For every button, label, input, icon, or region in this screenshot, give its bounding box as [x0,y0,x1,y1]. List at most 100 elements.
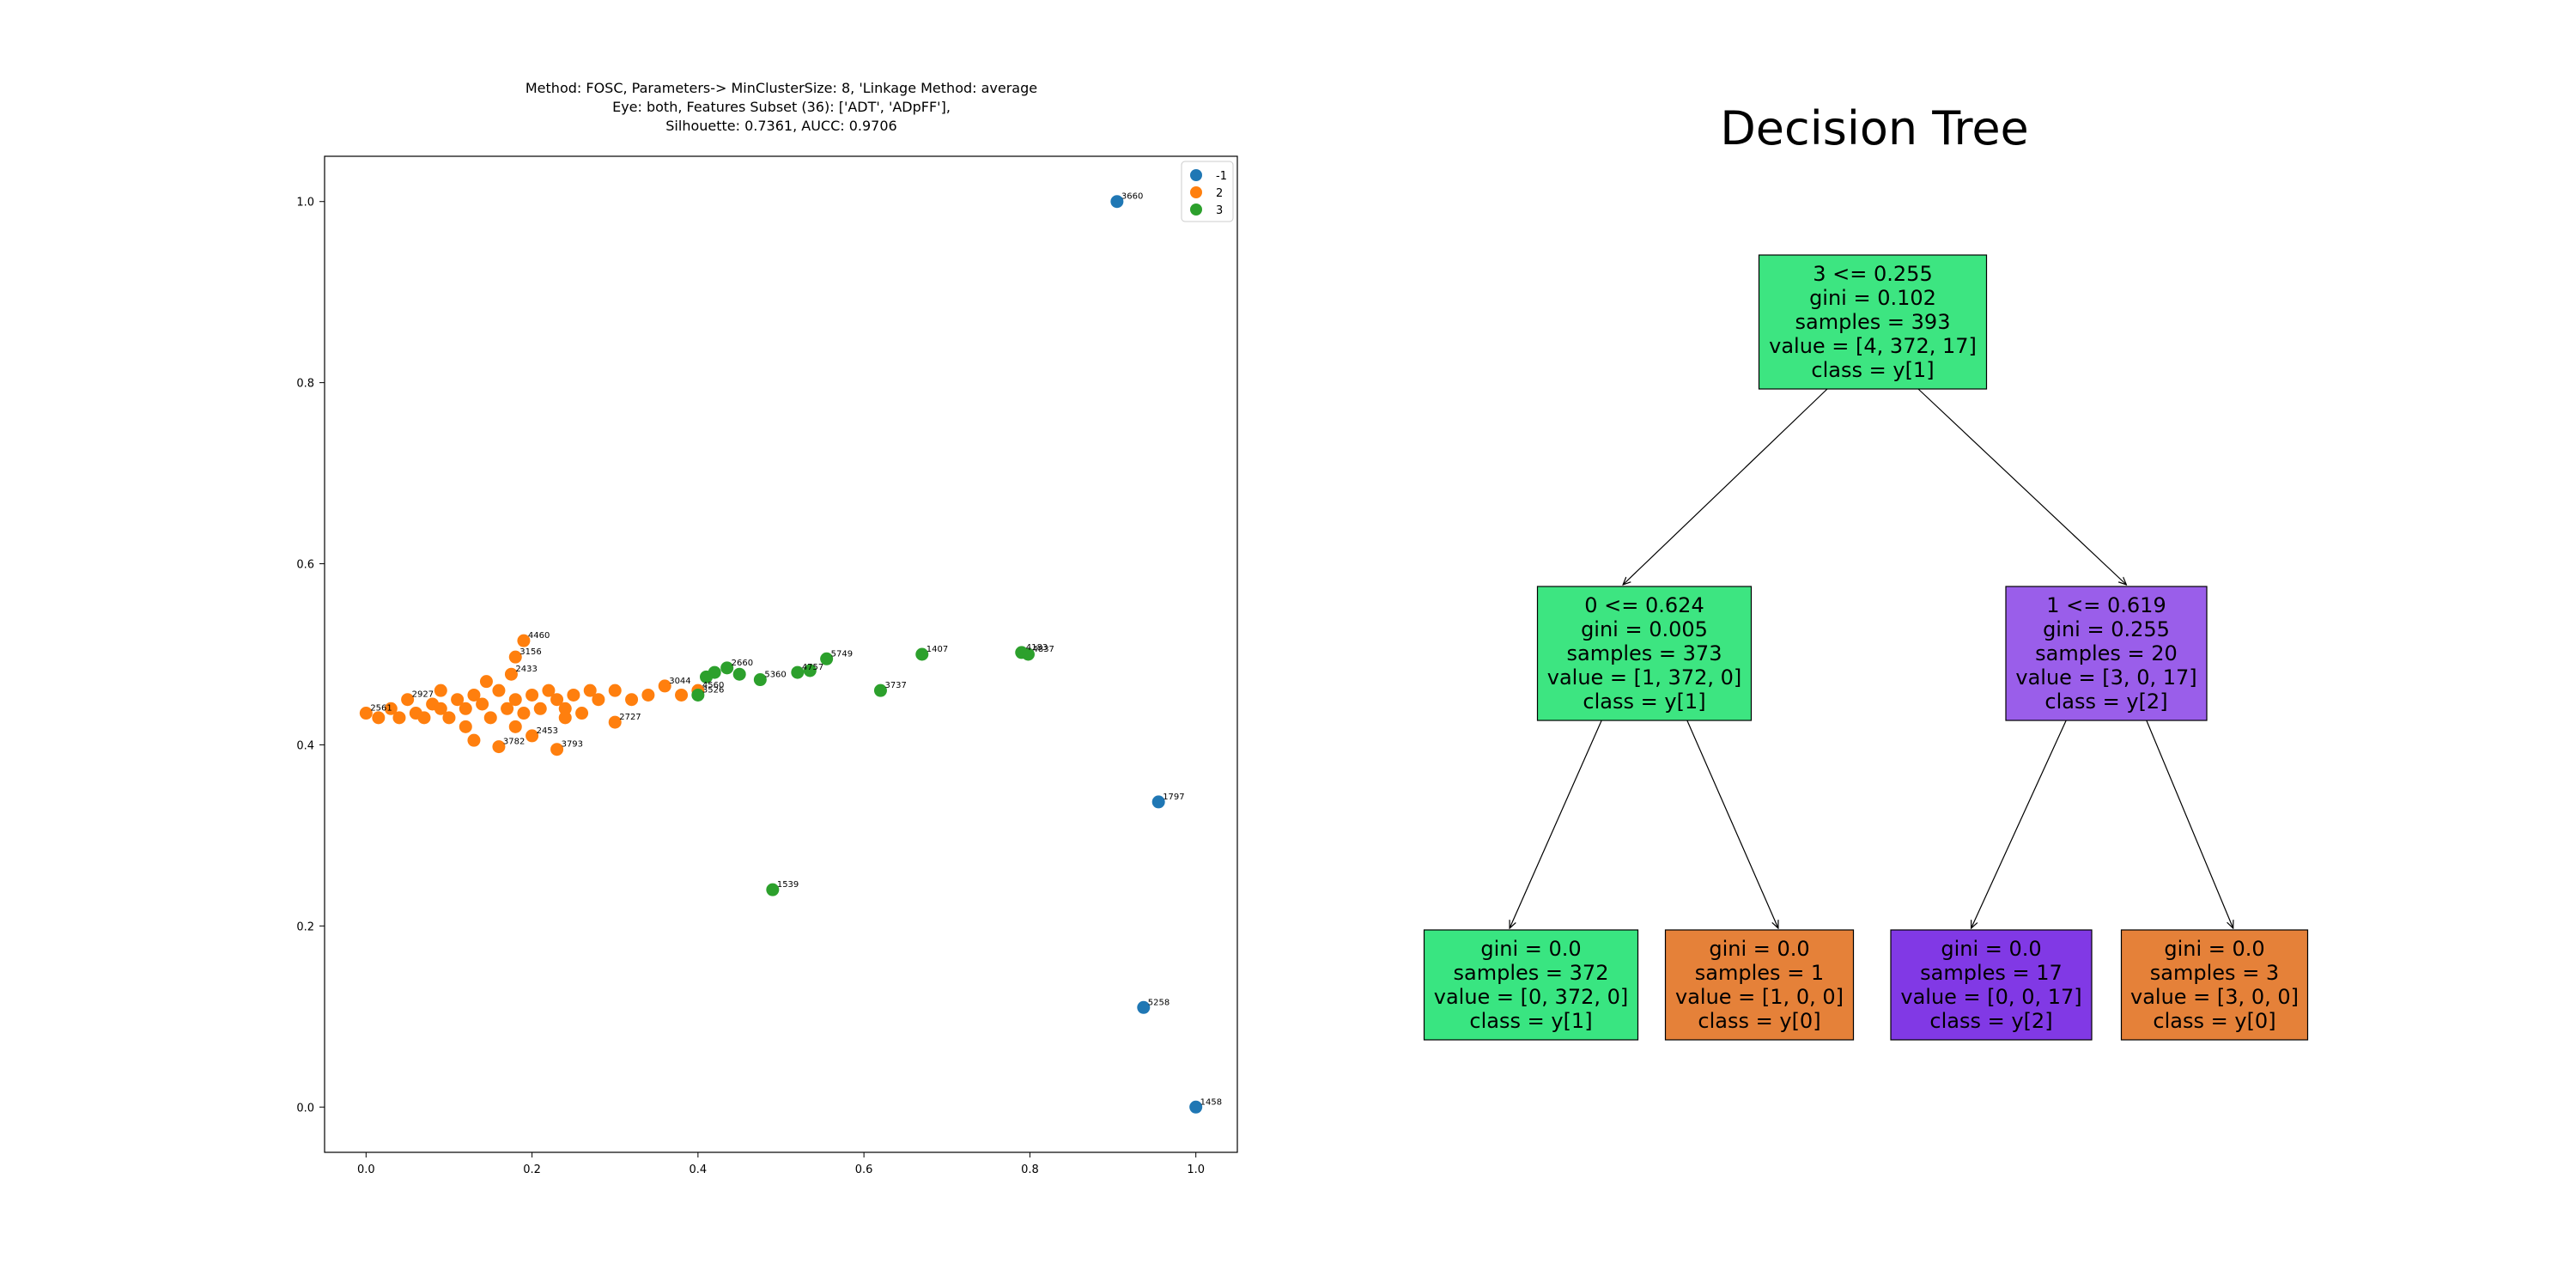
tree-node-box [1758,254,1988,390]
scatter-point-label: 4837 [1032,645,1054,654]
scatter-point-series-2 [501,702,514,715]
y-tick-label: 0.6 [296,559,314,572]
tree-node-line: gini = 0.0 [1941,937,2041,961]
legend-marker-3 [1190,204,1202,216]
scatter-point-series-2 [542,683,556,697]
scatter-panel: Method: FOSC, Parameters-> MinClusterSiz… [296,80,1238,1176]
scatter-point-series-3 [915,647,929,661]
scatter-point-series-3 [766,883,780,896]
tree-node-box [1423,929,1639,1041]
scatter-point-series-2 [372,711,386,725]
scatter-points [359,195,1203,1114]
legend-label: 3 [1216,204,1223,217]
scatter-point-series-2 [526,688,539,702]
tree-node-box [1536,586,1753,721]
scatter-point-series-2 [434,702,447,715]
tree-node-line: gini = 0.0 [2164,937,2264,961]
scatter-point-label: 2727 [619,713,641,722]
scatter-point-label: 1407 [927,645,948,654]
tree-node-line: value = [1, 372, 0] [1547,665,1742,690]
scatter-point-series-2 [467,733,481,747]
tree-node-line: value = [0, 0, 17] [1900,985,2081,1009]
tree-node-box [1890,929,2093,1041]
tree-edge-n2-n6 [2146,720,2233,928]
scatter-point-series-2 [608,715,622,729]
scatter-point-series-3 [720,661,734,675]
scatter-point-label: 4460 [528,631,550,641]
scatter-point-series-2 [675,688,689,702]
tree-node-line: class = y[0] [2153,1009,2275,1033]
tree-edge-n2-n5 [1971,720,2067,928]
tree-node-line: samples = 20 [2035,641,2178,665]
scatter-point-series-2 [567,688,580,702]
scatter-point-series-2 [479,675,493,689]
scatter-point-label: 3793 [562,740,583,750]
scatter-point-label: 1797 [1163,793,1184,802]
scatter-legend: -1 2 3 [1181,161,1234,222]
scatter-point-labels: 4460 3156 2433 3793 2727 3782 2453 2561 2927 3044… [370,192,1222,1108]
tree-node-box [1664,929,1855,1041]
tree-node-line: gini = 0.102 [1809,286,1936,310]
scatter-point-series-2 [476,697,489,711]
scatter-point-label: 5749 [831,649,853,659]
scatter-point-series-2 [492,683,506,697]
tree-node-line: value = [3, 0, 17] [2015,665,2196,690]
tree-node-line: value = [1, 0, 0] [1675,985,1844,1009]
scatter-point-series-3 [691,688,705,702]
scatter-point-series-2 [583,683,597,697]
scatter-point-label: 5258 [1148,998,1170,1007]
scatter-point-label: 4183 [1026,643,1048,653]
tree-node-line: class = y[1] [1811,358,1934,382]
tree-node-line: class = y[2] [1929,1009,2052,1033]
scatter-point-series-2 [459,702,472,715]
scatter-point-series-2 [558,711,572,725]
scatter-point-label: 3526 [702,685,724,695]
y-tick-label: 0.2 [296,920,314,933]
y-tick-label: 1.0 [296,197,314,210]
x-tick-label: 1.0 [1187,1163,1205,1176]
scatter-title-line-1: Method: FOSC, Parameters-> MinClusterSiz… [526,80,1037,96]
tree-node-box [2005,586,2208,721]
scatter-point-series-2 [550,743,564,756]
tree-node-line: class = y[0] [1698,1009,1820,1033]
y-tick-label: 0.4 [296,739,314,752]
scatter-point-series--1 [1137,1000,1151,1014]
scatter-point-series-2 [533,702,547,715]
tree-node-line: gini = 0.255 [2043,617,2170,641]
scatter-point-series-3 [873,683,887,697]
tree-node-line: class = y[1] [1469,1009,1592,1033]
scatter-title-line-3: Silhouette: 0.7361, AUCC: 0.9706 [665,118,896,134]
scatter-point-series-2 [592,693,605,707]
x-tick-label: 0.0 [357,1163,375,1176]
scatter-point-series-2 [575,707,589,720]
scatter-point-series-2 [459,720,472,733]
tree-node-line: samples = 372 [1454,961,1609,985]
scatter-point-series-3 [803,664,817,677]
scatter-point-series-2 [550,693,564,707]
tree-node-line: samples = 1 [1695,961,1824,985]
scatter-point-series-2 [558,702,572,715]
scatter-point-label: 2660 [732,659,753,668]
scatter-point-series-2 [451,693,465,707]
tree-edges [1510,388,2233,928]
scatter-point-series-2 [417,711,431,725]
scatter-point-series-3 [820,652,834,665]
scatter-point-series-2 [392,711,406,725]
scatter-point-series-3 [1021,647,1035,661]
scatter-point-label: 3156 [519,647,541,657]
scatter-point-series-3 [791,665,805,679]
scatter-point-series-2 [508,650,522,664]
tree-edge-n1-n4 [1686,720,1778,928]
tree-node-line: gini = 0.0 [1480,937,1581,961]
tree-edge-n0-n2 [1917,388,2126,585]
scatter-point-label: 2453 [537,726,558,736]
scatter-point-series-2 [517,634,531,647]
tree-node-line: samples = 393 [1795,310,1951,334]
x-tick-label: 0.4 [690,1163,708,1176]
scatter-point-series-2 [442,711,456,725]
scatter-point-series--1 [1151,795,1165,809]
